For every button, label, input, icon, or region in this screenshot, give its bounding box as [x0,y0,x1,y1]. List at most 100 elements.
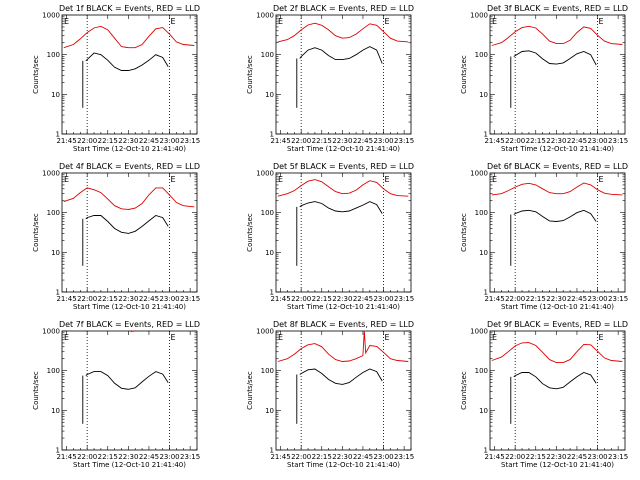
y-tick-label: 10 [51,407,60,415]
x-tick-label: 23:00 [373,295,393,303]
x-tick-label: 23:15 [394,137,414,145]
x-tick-label: 22:00 [505,295,525,303]
panel-title: Det 1f BLACK = Events, RED = LLD [59,4,200,13]
y-tick-label: 1000 [42,170,60,178]
x-axis-label: Start Time (12-Oct-10 21:41:40) [287,303,400,311]
panel-title: Det 5f BLACK = Events, RED = LLD [273,162,414,171]
panel-title: Det 7f BLACK = Events, RED = LLD [59,320,200,329]
series-line-events [85,371,169,390]
y-tick-label: 100 [475,209,488,217]
y-tick-label: 100 [47,51,60,59]
panel-6: Det 6f BLACK = Events, RED = LLD 1 10 100 10… [460,162,628,311]
y-axis-label: Counts/sec [246,55,254,94]
x-tick-label: 23:00 [587,137,607,145]
y-tick-label: 10 [479,249,488,257]
x-tick-label: 21:45 [270,137,290,145]
series-line-events [299,368,383,385]
x-tick-label: 22:15 [98,137,118,145]
x-tick-label: 21:45 [56,295,76,303]
y-axis-label: Counts/sec [32,213,40,252]
x-tick-label: 22:00 [77,137,97,145]
e-marker: E [385,175,390,184]
x-axis-label: Start Time (12-Oct-10 21:41:40) [287,145,400,153]
x-tick-label: 22:00 [291,453,311,461]
x-tick-label: 22:15 [526,453,546,461]
plot-frame [489,14,626,135]
series-line-lld [277,179,409,197]
y-tick-label: 100 [475,51,488,59]
x-tick-label: 22:15 [312,137,332,145]
x-tick-label: 23:15 [180,137,200,145]
x-tick-label: 22:45 [353,453,373,461]
y-tick-label: 10 [265,249,274,257]
series-line-events [513,209,597,222]
panel-title: Det 4f BLACK = Events, RED = LLD [59,162,200,171]
x-tick-label: 23:00 [159,137,179,145]
y-tick-label: 1000 [470,170,488,178]
e-marker: E [278,17,283,26]
e-marker: E [599,17,604,26]
y-tick-label: 10 [479,407,488,415]
plot-frame [61,172,198,293]
y-tick-label: 100 [261,367,274,375]
panel-5: Det 5f BLACK = Events, RED = LLD 1 10 100 10… [246,162,414,311]
x-tick-label: 21:45 [484,295,504,303]
y-axis-label: Counts/sec [246,213,254,252]
y-axis-label: Counts/sec [32,55,40,94]
series-line-events [85,215,169,234]
series-line-lld [63,187,195,210]
panel-7: Det 7f BLACK = Events, RED = LLD 1 10 100 10… [32,320,200,469]
e-marker: E [278,333,283,342]
panel-1: Det 1f BLACK = Events, RED = LLD 1 10 100 10… [32,4,200,153]
x-tick-label: 23:00 [373,453,393,461]
series-line-events [85,52,169,71]
plot-frame [275,14,412,135]
x-tick-label: 23:15 [394,295,414,303]
x-tick-label: 23:15 [608,453,628,461]
x-axis-label: Start Time (12-Oct-10 21:41:40) [501,145,614,153]
y-tick-label: 1 [56,447,60,455]
y-tick-label: 1000 [256,328,274,336]
plot-frame [275,330,412,451]
x-tick-label: 21:45 [56,137,76,145]
series-line-lld [491,25,623,46]
y-axis-label: Counts/sec [460,371,468,410]
y-tick-label: 1000 [470,12,488,20]
y-tick-label: 10 [479,91,488,99]
panel-3: Det 3f BLACK = Events, RED = LLD 1 10 100 10… [460,4,628,153]
y-tick-label: 100 [47,367,60,375]
e-marker: E [385,17,390,26]
x-tick-label: 23:15 [394,453,414,461]
e-marker: E [599,175,604,184]
x-tick-label: 23:15 [180,295,200,303]
x-axis-label: Start Time (12-Oct-10 21:41:40) [287,461,400,469]
x-tick-label: 23:15 [608,137,628,145]
y-axis-label: Counts/sec [460,213,468,252]
series-line-lld [277,330,409,362]
x-tick-label: 22:45 [353,137,373,145]
y-tick-label: 1 [270,447,274,455]
y-tick-label: 1 [56,289,60,297]
series-line-events [513,50,597,66]
y-tick-label: 1 [484,447,488,455]
series-line-lld [63,25,195,49]
e-marker: E [278,175,283,184]
y-tick-label: 100 [261,51,274,59]
x-axis-label: Start Time (12-Oct-10 21:41:40) [73,145,186,153]
e-marker: E [64,175,69,184]
x-axis-label: Start Time (12-Oct-10 21:41:40) [73,303,186,311]
y-tick-label: 1000 [256,170,274,178]
e-marker: E [64,333,69,342]
x-tick-label: 22:30 [332,453,352,461]
y-axis-label: Counts/sec [246,371,254,410]
x-tick-label: 22:45 [353,295,373,303]
plot-frame [275,172,412,293]
y-tick-label: 10 [265,91,274,99]
x-tick-label: 23:00 [159,453,179,461]
y-axis-label: Counts/sec [460,55,468,94]
e-marker: E [385,333,390,342]
y-tick-label: 1 [484,289,488,297]
x-tick-label: 22:30 [118,453,138,461]
x-tick-label: 22:00 [77,295,97,303]
